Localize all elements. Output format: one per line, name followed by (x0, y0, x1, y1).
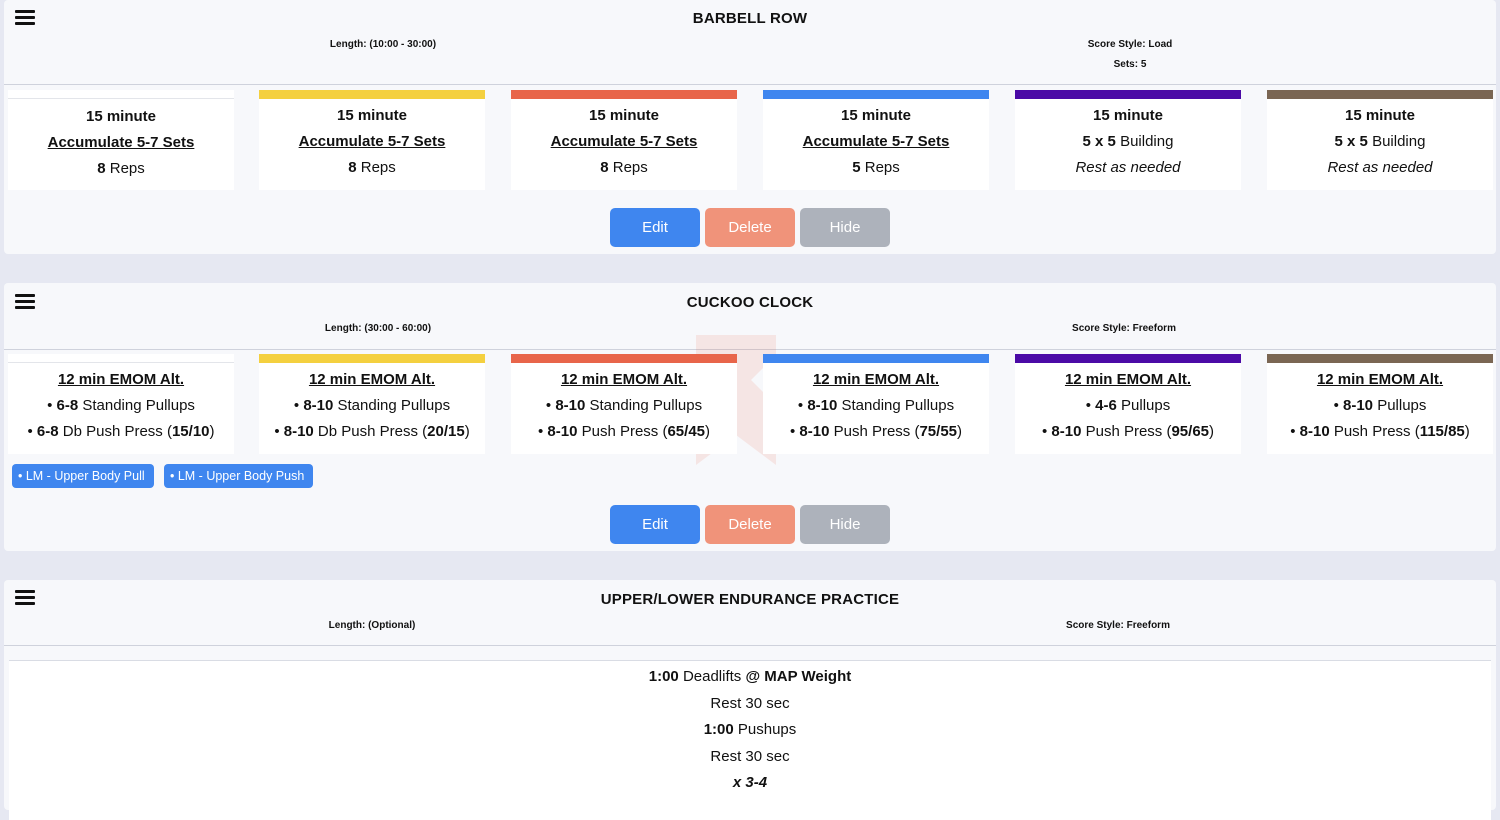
workout-length: Length: (10:00 - 30:00) (329, 39, 437, 50)
workout-panel-endurance-practice: UPPER/LOWER ENDURANCE PRACTICE Length: (… (4, 580, 1496, 820)
level-card-blue: 12 min EMOM Alt. • 8-10 Standing Pullups… (763, 354, 989, 454)
level-card-purple: 15 minute 5 x 5 Building Rest as needed (1015, 90, 1241, 190)
card-reps: 8 Reps (97, 160, 145, 177)
level-color-bar (1015, 354, 1241, 363)
card-movement-b: • 6-8 Db Push Press (15/10) (27, 423, 215, 440)
card-scheme: 5 x 5 Building (1334, 133, 1426, 150)
workout-panel-cuckoo-clock: CUCKOO CLOCK Length: (30:00 - 60:00) Sco… (4, 283, 1496, 551)
card-duration: 15 minute (1344, 107, 1416, 124)
card-rest: Rest as needed (1075, 159, 1181, 176)
level-color-bar (259, 354, 485, 363)
tag-upper-body-push[interactable]: • LM - Upper Body Push (164, 464, 314, 488)
card-duration: 15 minute (1092, 107, 1164, 124)
workout-title: BARBELL ROW (692, 10, 808, 27)
workout-panel-barbell-row: BARBELL ROW Length: (10:00 - 30:00) Scor… (4, 0, 1496, 254)
level-color-bar (763, 354, 989, 363)
card-scheme: Accumulate 5-7 Sets (550, 133, 698, 150)
level-card-white: 15 minute Accumulate 5-7 Sets 8 Reps (8, 90, 234, 190)
description-line: 1:00 Pushups (703, 721, 797, 738)
hamburger-menu-icon[interactable] (15, 590, 35, 606)
hamburger-menu-icon[interactable] (15, 10, 35, 26)
card-rest: Rest as needed (1327, 159, 1433, 176)
card-duration: 15 minute (840, 107, 912, 124)
level-card-red: 15 minute Accumulate 5-7 Sets 8 Reps (511, 90, 737, 190)
divider (4, 84, 1496, 85)
card-reps: 5 Reps (852, 159, 900, 176)
description-line: Rest 30 sec (710, 747, 790, 765)
hide-button[interactable]: Hide (800, 208, 890, 247)
card-reps: 8 Reps (600, 159, 648, 176)
workout-description: 1:00 Deadlifts @ MAP Weight Rest 30 sec … (9, 660, 1491, 820)
edit-button[interactable]: Edit (610, 208, 700, 247)
card-movement-a: • 8-10 Standing Pullups (797, 397, 955, 414)
description-rounds: x 3-4 (732, 774, 768, 791)
level-color-bar (8, 354, 234, 363)
card-reps: 8 Reps (348, 159, 396, 176)
level-card-purple: 12 min EMOM Alt. • 4-6 Pullups • 8-10 Pu… (1015, 354, 1241, 454)
card-duration: 15 minute (336, 107, 408, 124)
card-scheme: 12 min EMOM Alt. (1316, 371, 1444, 388)
level-color-bar (511, 90, 737, 99)
card-scheme: 12 min EMOM Alt. (57, 371, 185, 388)
card-scheme: Accumulate 5-7 Sets (47, 134, 195, 151)
workout-score-style: Score Style: Load (1087, 39, 1173, 50)
card-movement-a: • 8-10 Standing Pullups (293, 397, 451, 414)
workout-length: Length: (Optional) (328, 620, 416, 631)
card-movement-a: • 8-10 Standing Pullups (545, 397, 703, 414)
edit-button[interactable]: Edit (610, 505, 700, 544)
level-card-brown: 12 min EMOM Alt. • 8-10 Pullups • 8-10 P… (1267, 354, 1493, 454)
card-scheme: Accumulate 5-7 Sets (298, 133, 446, 150)
hamburger-menu-icon[interactable] (15, 294, 35, 310)
card-movement-a: • 8-10 Pullups (1333, 397, 1427, 414)
tag-upper-body-pull[interactable]: • LM - Upper Body Pull (12, 464, 154, 488)
card-scheme: Accumulate 5-7 Sets (802, 133, 950, 150)
card-movement-b: • 8-10 Push Press (65/45) (537, 423, 711, 440)
description-line: Rest 30 sec (710, 694, 790, 712)
hide-button[interactable]: Hide (800, 505, 890, 544)
divider (4, 349, 1496, 350)
delete-button[interactable]: Delete (705, 505, 795, 544)
level-color-bar (511, 354, 737, 363)
level-card-white: 12 min EMOM Alt. • 6-8 Standing Pullups … (8, 354, 234, 454)
card-scheme: 12 min EMOM Alt. (560, 371, 688, 388)
level-card-red: 12 min EMOM Alt. • 8-10 Standing Pullups… (511, 354, 737, 454)
card-scheme: 12 min EMOM Alt. (1064, 371, 1192, 388)
card-movement-a: • 6-8 Standing Pullups (47, 397, 195, 414)
card-movement-b: • 8-10 Push Press (115/85) (1290, 423, 1470, 440)
level-card-brown: 15 minute 5 x 5 Building Rest as needed (1267, 90, 1493, 190)
workout-score-style: Score Style: Freeform (1072, 323, 1176, 334)
level-color-bar (259, 90, 485, 99)
level-color-bar (1267, 354, 1493, 363)
card-scheme: 5 x 5 Building (1082, 133, 1174, 150)
level-card-blue: 15 minute Accumulate 5-7 Sets 5 Reps (763, 90, 989, 190)
delete-button[interactable]: Delete (705, 208, 795, 247)
workout-title: UPPER/LOWER ENDURANCE PRACTICE (600, 591, 900, 608)
level-color-bar (1015, 90, 1241, 99)
card-movement-b: • 8-10 Db Push Press (20/15) (274, 423, 470, 440)
divider (4, 645, 1496, 646)
workout-score-style: Score Style: Freeform (1066, 620, 1170, 631)
level-card-yellow: 12 min EMOM Alt. • 8-10 Standing Pullups… (259, 354, 485, 454)
card-duration: 15 minute (588, 107, 660, 124)
workout-title: CUCKOO CLOCK (686, 294, 814, 311)
level-color-bar (1267, 90, 1493, 99)
card-scheme: 12 min EMOM Alt. (308, 371, 436, 388)
level-color-bar (763, 90, 989, 99)
workout-length: Length: (30:00 - 60:00) (324, 323, 432, 334)
level-card-yellow: 15 minute Accumulate 5-7 Sets 8 Reps (259, 90, 485, 190)
card-movement-a: • 4-6 Pullups (1085, 397, 1171, 414)
card-movement-b: • 8-10 Push Press (75/55) (789, 423, 963, 440)
workout-sets: Sets: 5 (1113, 59, 1147, 70)
card-scheme: 12 min EMOM Alt. (812, 371, 940, 388)
description-line: 1:00 Deadlifts @ MAP Weight (648, 668, 852, 685)
card-movement-b: • 8-10 Push Press (95/65) (1041, 423, 1215, 440)
card-duration: 15 minute (85, 108, 157, 125)
level-color-bar (8, 90, 234, 99)
